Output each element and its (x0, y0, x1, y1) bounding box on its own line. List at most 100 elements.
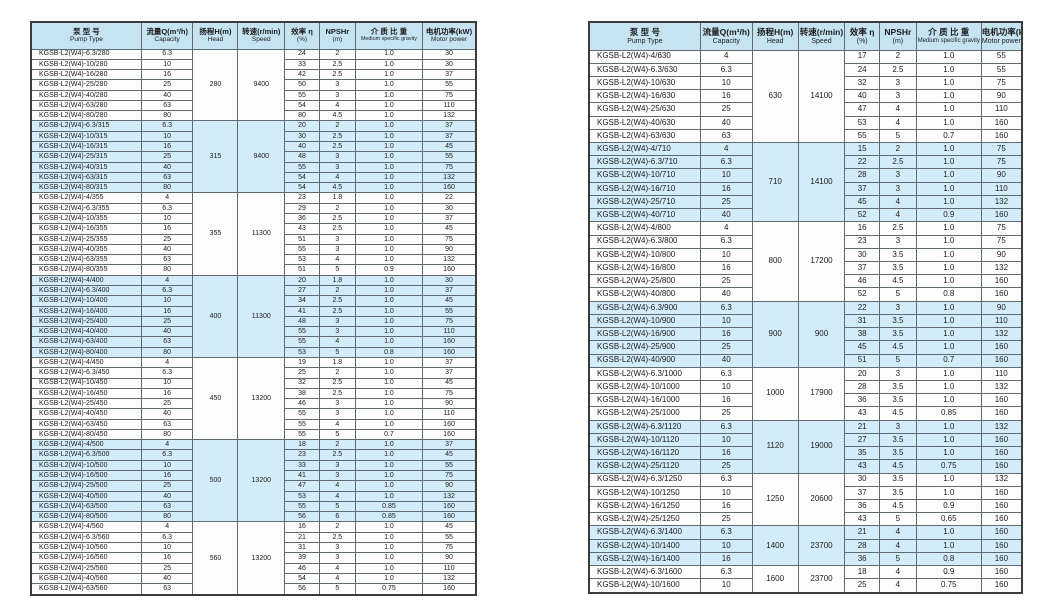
pump-type-cell: KGSB-L2(W4)-6.3/630 (588, 62, 701, 77)
power-cell: 110 (422, 562, 477, 574)
capacity-cell: 6.3 (140, 48, 194, 60)
column-header-en: Motor power (981, 37, 1021, 45)
gravity-cell: 1.0 (354, 99, 424, 112)
column-header-zh: NPSHr (325, 26, 350, 36)
npshr-cell: 4 (318, 480, 356, 492)
power-cell: 90 (980, 300, 1023, 315)
pump-type-cell: KGSB-L2(W4)-16/1120 (588, 446, 701, 461)
gravity-cell: 0.7 (915, 353, 982, 368)
capacity-cell: 4 (699, 142, 753, 157)
gravity-cell: 1.0 (354, 367, 424, 379)
power-cell: 75 (422, 161, 477, 173)
column-header-capacity: 流量Q(m³/h) Capacity (140, 21, 194, 50)
power-cell: 160 (980, 208, 1023, 223)
pump-type-cell: KGSB-L2(W4)-80/280 (30, 110, 142, 122)
efficiency-cell: 33 (284, 459, 320, 472)
power-cell: 160 (422, 500, 477, 513)
npshr-cell: 3.5 (879, 485, 917, 500)
npshr-cell: 3 (318, 243, 356, 256)
capacity-cell: 16 (699, 551, 753, 567)
efficiency-cell: 43 (844, 459, 880, 474)
capacity-cell: 16 (140, 69, 194, 81)
pump-row: KGSB-L2(W4)-63/630 63 55 5 0.7 160 (588, 128, 1023, 144)
efficiency-cell: 80 (284, 110, 320, 122)
head-cell: 400 (192, 274, 239, 358)
pump-type-cell: KGSB-L2(W4)-63/500 (30, 500, 142, 513)
efficiency-cell: 20 (284, 120, 320, 132)
capacity-cell: 63 (699, 128, 753, 144)
pump-type-cell: KGSB-L2(W4)-10/560 (30, 541, 142, 554)
pump-type-cell: KGSB-L2(W4)-10/1400 (588, 538, 701, 553)
efficiency-cell: 22 (844, 155, 880, 170)
npshr-cell: 3 (879, 181, 917, 196)
capacity-cell: 6.3 (699, 234, 753, 249)
power-cell: 110 (980, 102, 1023, 117)
efficiency-cell: 31 (844, 313, 880, 329)
efficiency-cell: 37 (844, 260, 880, 276)
capacity-cell: 10 (699, 485, 753, 500)
capacity-cell: 25 (140, 315, 194, 328)
capacity-cell: 16 (140, 141, 194, 153)
pump-type-cell: KGSB-L2(W4)-80/315 (30, 182, 142, 194)
pump-type-cell: KGSB-L2(W4)-25/315 (30, 151, 142, 163)
power-cell: 160 (980, 498, 1023, 514)
power-cell: 22 (422, 192, 477, 204)
pump-type-cell: KGSB-L2(W4)-4/710 (588, 142, 701, 157)
speed-cell: 13200 (237, 439, 286, 523)
npshr-cell: 3 (318, 326, 356, 338)
gravity-cell: 1.0 (354, 305, 424, 317)
gravity-cell: 1.0 (354, 192, 424, 204)
npshr-cell: 3.5 (879, 247, 917, 263)
capacity-cell: 40 (140, 490, 194, 502)
pump-type-cell: KGSB-L2(W4)-10/450 (30, 377, 142, 389)
power-cell: 132 (980, 327, 1023, 342)
pump-type-cell: KGSB-L2(W4)-40/900 (588, 353, 701, 368)
efficiency-cell: 30 (284, 130, 320, 143)
pump-type-cell: KGSB-L2(W4)-63/450 (30, 418, 142, 430)
pump-type-cell: KGSB-L2(W4)-10/630 (588, 75, 701, 91)
gravity-cell: 1.0 (915, 49, 982, 64)
pump-type-cell: KGSB-L2(W4)-4/500 (30, 439, 142, 451)
head-cell: 1600 (751, 565, 799, 594)
column-header-zh: 转速(r/min) (799, 26, 844, 37)
power-cell: 37 (422, 284, 477, 297)
capacity-cell: 25 (699, 274, 753, 289)
efficiency-cell: 37 (844, 181, 880, 196)
column-header-head: 扬程H(m) Head (751, 21, 799, 51)
speed-cell: 13200 (237, 356, 286, 441)
capacity-cell: 10 (699, 432, 753, 448)
power-cell: 160 (980, 287, 1023, 302)
pump-type-cell: KGSB-L2(W4)-16/800 (588, 260, 701, 276)
gravity-cell: 1.0 (354, 326, 424, 338)
gravity-cell: 1.0 (354, 110, 424, 122)
power-cell: 37 (422, 130, 477, 143)
npshr-cell: 2.5 (318, 141, 356, 153)
table-body: KGSB-L2(W4)-4/630 4 630 14100 17 2 1.0 55 KGSB-L… (588, 49, 1023, 594)
pump-type-cell: KGSB-L2(W4)-16/500 (30, 470, 142, 482)
power-cell: 90 (422, 480, 477, 492)
gravity-cell: 0.7 (915, 128, 982, 144)
power-cell: 75 (980, 234, 1023, 249)
column-header-zh: 流量Q(m³/h) (702, 26, 750, 37)
pump-row: KGSB-L2(W4)-16/315 16 40 2.5 1.0 45 (30, 141, 477, 153)
efficiency-cell: 27 (844, 432, 880, 448)
column-header-zh: 效率 η (291, 26, 313, 36)
gravity-cell: 1.0 (915, 525, 982, 540)
table-header: 泵 型 号 Pump Type 流量Q(m³/h) Capacity 扬程H(m) Hea… (30, 21, 477, 50)
pump-row: KGSB-L2(W4)-6.3/630 6.3 24 2.5 1.0 55 (588, 62, 1023, 77)
power-cell: 160 (422, 418, 477, 430)
efficiency-cell: 16 (284, 521, 320, 533)
speed-cell: 20600 (797, 472, 846, 527)
pump-row: KGSB-L2(W4)-25/1250 25 43 5 0.65 160 (588, 512, 1023, 527)
power-cell: 30 (422, 274, 477, 286)
column-header-efficiency: 效率 η (%) (844, 21, 880, 51)
efficiency-cell: 18 (844, 565, 880, 580)
pump-row: KGSB-L2(W4)-6.3/1400 6.3 1400 23700 21 4 1.0 16… (588, 525, 1023, 567)
power-cell: 90 (980, 247, 1023, 263)
pump-row: KGSB-L2(W4)-10/1250 10 37 3.5 1.0 160 (588, 485, 1023, 500)
gravity-cell: 0.8 (354, 346, 424, 358)
pump-type-cell: KGSB-L2(W4)-40/400 (30, 326, 142, 338)
power-cell: 30 (422, 202, 477, 215)
head-cell: 900 (751, 300, 799, 368)
efficiency-cell: 55 (284, 500, 320, 513)
